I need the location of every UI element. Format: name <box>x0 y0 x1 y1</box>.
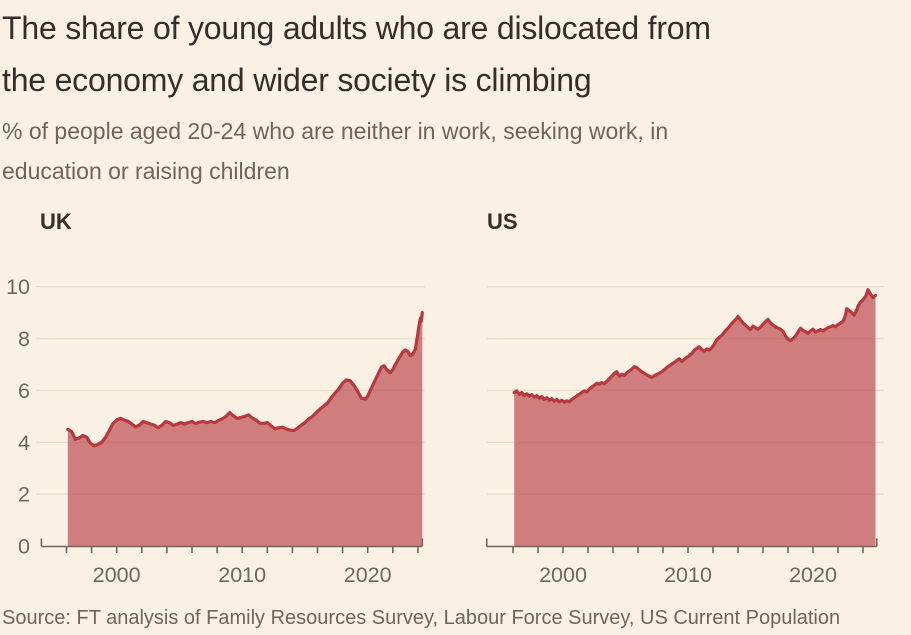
series-area <box>514 289 876 546</box>
series-area <box>67 312 423 546</box>
x-tick-label: 2010 <box>218 563 266 587</box>
page-title-line-2: the economy and wider society is climbin… <box>2 62 592 98</box>
source-note: Source: FT analysis of Family Resources … <box>2 607 841 629</box>
x-tick-label: 2000 <box>93 563 141 587</box>
y-tick-label: 0 <box>18 535 30 559</box>
chart-subtitle-line-1: % of people aged 20-24 who are neither i… <box>2 118 669 144</box>
series-line <box>512 288 878 404</box>
x-tick-label: 2000 <box>539 563 587 587</box>
page-title-line-1: The share of young adults who are disloc… <box>2 10 711 46</box>
page-title: The share of young adults who are disloc… <box>2 2 907 106</box>
y-tick-label: 6 <box>18 379 30 403</box>
chart-subtitle-line-2: education or raising children <box>2 158 290 184</box>
x-tick-label: 2010 <box>664 563 712 587</box>
series-line <box>66 311 424 448</box>
x-tick-label: 2020 <box>789 563 837 587</box>
panel-label-uk: UK <box>40 209 72 234</box>
chart-subtitle: % of people aged 20-24 who are neither i… <box>2 111 907 191</box>
panel-label-us: US <box>487 209 518 234</box>
y-tick-label: 2 <box>18 483 30 507</box>
x-tick-label: 2020 <box>344 563 392 587</box>
y-tick-label: 8 <box>18 327 30 351</box>
y-tick-label: 4 <box>18 431 30 455</box>
y-tick-label: 10 <box>6 275 30 299</box>
